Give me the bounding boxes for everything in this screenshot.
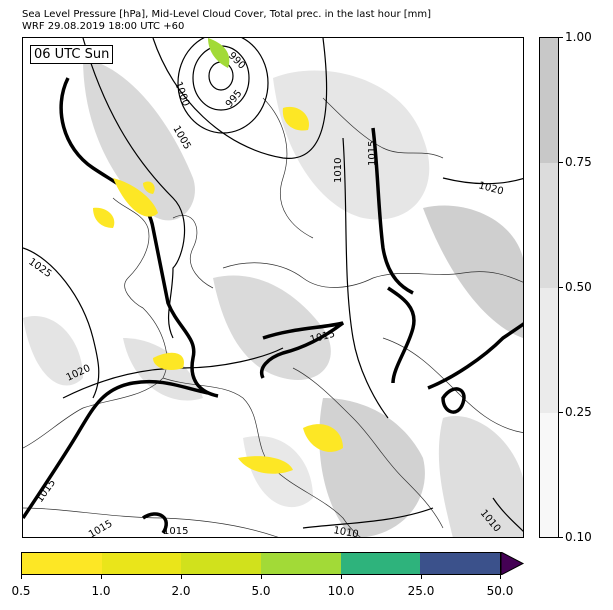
- weather-map: 990 995 1000 1005 1010 1015 1015 1015 10…: [22, 37, 524, 538]
- cloud-colorbar-segment: [540, 413, 558, 537]
- isobar-label-1000: 1000: [172, 80, 191, 108]
- isobar-label-1015-a: 1015: [367, 141, 378, 166]
- cloud-cover-colorbar: [539, 37, 559, 538]
- precip-colorbar-segment: [340, 553, 421, 574]
- cloud-colorbar-segment: [540, 288, 558, 413]
- precip-colorbar-tick: 25.0: [407, 584, 435, 598]
- cloud-colorbar-tick: 1.00: [565, 30, 592, 44]
- precip-colorbar-extend-arrow: [501, 552, 525, 575]
- isobar-label-1015-c: 1015: [34, 478, 58, 505]
- map-canvas: 990 995 1000 1005 1010 1015 1015 1015 10…: [23, 38, 523, 538]
- precip-colorbar-tick: 2.0: [171, 584, 191, 598]
- precip-colorbar-tick: 0.5: [11, 584, 31, 598]
- precipitation-layer: [93, 38, 343, 474]
- cloud-colorbar-segment: [540, 163, 558, 288]
- isobar-1015-layer: [23, 77, 523, 534]
- cloud-colorbar-tick: 0.25: [565, 405, 592, 419]
- isobar-label-1015-d: 1015: [87, 518, 115, 538]
- cloud-colorbar-tick: 0.50: [565, 280, 592, 294]
- precip-colorbar-segment: [101, 553, 182, 574]
- isobar-label-1025: 1025: [26, 256, 53, 280]
- cloud-colorbar-tick: 0.10: [565, 530, 592, 544]
- precipitation-colorbar: [21, 552, 501, 575]
- chart-subtitle: WRF 29.08.2019 18:00 UTC +60: [22, 21, 185, 32]
- isobar-layer: [23, 38, 523, 532]
- isobar-label-1010-b: 1010: [332, 525, 359, 538]
- isobar-label-1010-a: 1010: [333, 158, 344, 183]
- precip-colorbar-segment: [261, 553, 341, 574]
- chart-title: Sea Level Pressure [hPa], Mid-Level Clou…: [22, 9, 432, 20]
- time-label: 06 UTC Sun: [30, 45, 114, 64]
- precip-colorbar-tick: 1.0: [91, 584, 111, 598]
- isobar-label-990: 990: [226, 50, 247, 71]
- precip-colorbar-tick: 5.0: [251, 584, 271, 598]
- precip-colorbar-tick: 10.0: [327, 584, 355, 598]
- precip-colorbar-segment: [22, 553, 102, 574]
- isobar-label-1015-e: 1015: [163, 526, 188, 537]
- cloud-cover-layer: [23, 58, 523, 537]
- precip-colorbar-segment: [420, 553, 501, 574]
- precip-colorbar-tick: 50.0: [486, 584, 514, 598]
- cloud-colorbar-tick: 0.75: [565, 155, 592, 169]
- cloud-colorbar-segment: [540, 38, 558, 163]
- precip-colorbar-segment: [181, 553, 262, 574]
